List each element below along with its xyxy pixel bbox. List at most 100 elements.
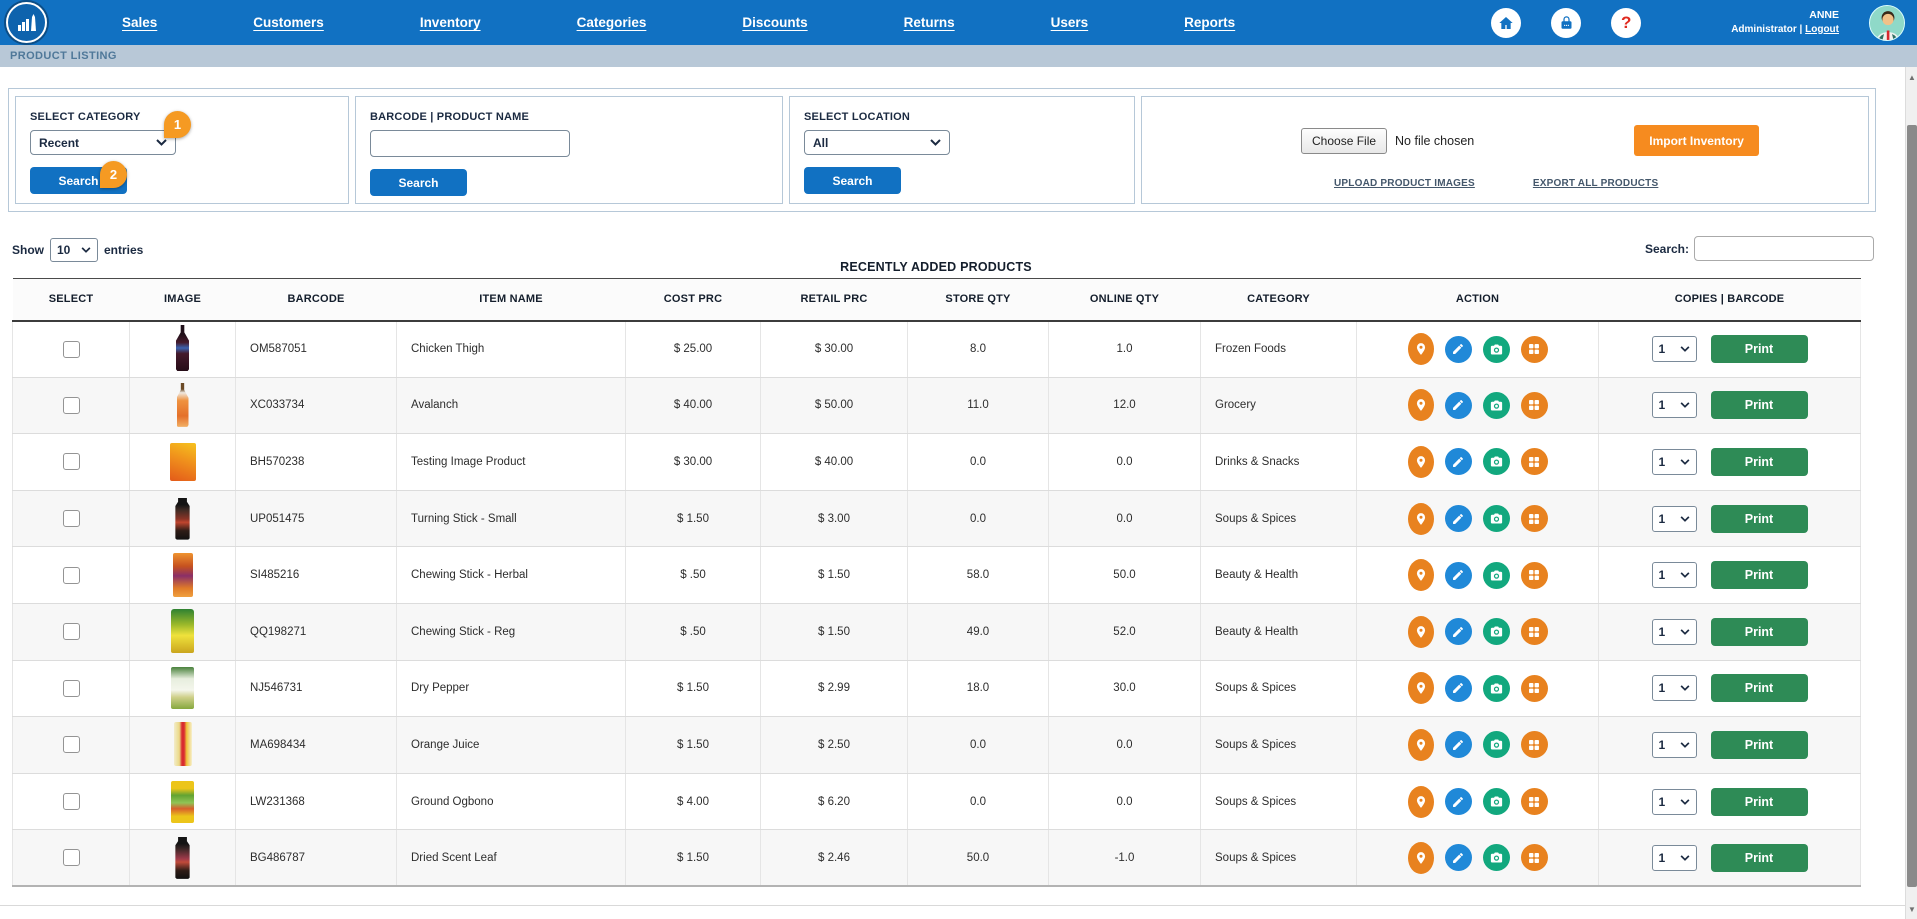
camera-icon[interactable] [1482, 448, 1510, 476]
copies-select[interactable]: 1 [1651, 505, 1697, 532]
row-select-checkbox[interactable] [62, 793, 80, 811]
user-avatar[interactable] [1869, 4, 1905, 41]
copies-select[interactable]: 1 [1651, 675, 1697, 702]
location-pin-icon[interactable] [1407, 559, 1434, 592]
nav-item-reports[interactable]: Reports [1184, 15, 1236, 30]
column-header-store-qty[interactable]: STORE QTY [907, 278, 1049, 322]
help-button[interactable]: ? [1611, 7, 1642, 38]
scrollbar-down-arrow[interactable]: ▼ [1908, 904, 1916, 914]
import-inventory-button[interactable]: Import Inventory [1634, 125, 1759, 156]
copies-select[interactable]: 1 [1651, 448, 1697, 475]
column-header-action[interactable]: ACTION [1356, 278, 1599, 322]
row-select-checkbox[interactable] [62, 396, 80, 414]
column-header-copies-barcode[interactable]: COPIES | BARCODE [1598, 278, 1861, 322]
row-select-checkbox[interactable] [62, 510, 80, 528]
category-select[interactable]: Recent [30, 130, 176, 155]
copies-select[interactable]: 1 [1651, 788, 1697, 815]
camera-icon[interactable] [1482, 391, 1510, 419]
scrollbar-thumb[interactable] [1907, 125, 1917, 887]
edit-pencil-icon[interactable] [1444, 505, 1472, 533]
column-header-select[interactable]: SELECT [12, 278, 130, 322]
home-button[interactable] [1491, 7, 1522, 38]
edit-pencil-icon[interactable] [1444, 674, 1472, 702]
choose-file-button[interactable]: Choose File [1301, 127, 1388, 154]
camera-icon[interactable] [1482, 561, 1510, 589]
barcode-grid-icon[interactable] [1520, 844, 1548, 872]
location-pin-icon[interactable] [1407, 333, 1434, 366]
vertical-scrollbar[interactable]: ▲ ▼ [1905, 67, 1917, 919]
barcode-grid-icon[interactable] [1520, 448, 1548, 476]
row-select-checkbox[interactable] [62, 679, 80, 697]
print-button[interactable]: Print [1710, 730, 1808, 759]
print-button[interactable]: Print [1710, 447, 1808, 476]
edit-pencil-icon[interactable] [1444, 788, 1472, 816]
camera-icon[interactable] [1482, 335, 1510, 363]
lock-button[interactable] [1551, 7, 1582, 38]
location-pin-icon[interactable] [1407, 841, 1434, 874]
copies-select[interactable]: 1 [1651, 618, 1697, 645]
row-select-checkbox[interactable] [62, 623, 80, 641]
barcode-grid-icon[interactable] [1520, 674, 1548, 702]
barcode-grid-icon[interactable] [1520, 335, 1548, 363]
column-header-barcode[interactable]: BARCODE [235, 278, 397, 322]
location-search-button[interactable]: Search [804, 167, 901, 194]
copies-select[interactable]: 1 [1651, 731, 1697, 758]
column-header-retail-prc[interactable]: RETAIL PRC [760, 278, 908, 322]
barcode-input[interactable] [370, 130, 570, 157]
column-header-cost-prc[interactable]: COST PRC [625, 278, 761, 322]
nav-item-inventory[interactable]: Inventory [419, 15, 481, 30]
copies-select[interactable]: 1 [1651, 562, 1697, 589]
print-button[interactable]: Print [1710, 787, 1808, 816]
table-search-input[interactable] [1694, 236, 1874, 261]
nav-item-users[interactable]: Users [1050, 15, 1089, 30]
row-select-checkbox[interactable] [62, 566, 80, 584]
barcode-grid-icon[interactable] [1520, 731, 1548, 759]
row-select-checkbox[interactable] [62, 453, 80, 471]
camera-icon[interactable] [1482, 788, 1510, 816]
barcode-grid-icon[interactable] [1520, 788, 1548, 816]
logout-link[interactable]: Logout [1805, 23, 1839, 35]
nav-item-returns[interactable]: Returns [903, 15, 955, 30]
column-header-category[interactable]: CATEGORY [1200, 278, 1357, 322]
location-pin-icon[interactable] [1407, 785, 1434, 818]
print-button[interactable]: Print [1710, 335, 1808, 364]
export-all-products-link[interactable]: EXPORT ALL PRODUCTS [1532, 178, 1659, 189]
scrollbar-up-arrow[interactable]: ▲ [1908, 72, 1916, 82]
barcode-grid-icon[interactable] [1520, 505, 1548, 533]
app-logo[interactable] [6, 2, 47, 43]
edit-pencil-icon[interactable] [1444, 391, 1472, 419]
print-button[interactable]: Print [1710, 617, 1808, 646]
edit-pencil-icon[interactable] [1444, 844, 1472, 872]
location-pin-icon[interactable] [1407, 502, 1434, 535]
camera-icon[interactable] [1482, 674, 1510, 702]
column-header-online-qty[interactable]: ONLINE QTY [1048, 278, 1201, 322]
upload-product-images-link[interactable]: UPLOAD PRODUCT IMAGES [1334, 178, 1475, 189]
copies-select[interactable]: 1 [1651, 336, 1697, 363]
page-size-select[interactable]: 10 [50, 238, 98, 262]
location-pin-icon[interactable] [1407, 389, 1434, 422]
column-header-item-name[interactable]: ITEM NAME [396, 278, 626, 322]
camera-icon[interactable] [1482, 618, 1510, 646]
copies-select[interactable]: 1 [1651, 392, 1697, 419]
print-button[interactable]: Print [1710, 391, 1808, 420]
nav-item-customers[interactable]: Customers [253, 15, 324, 30]
nav-item-discounts[interactable]: Discounts [742, 15, 808, 30]
location-pin-icon[interactable] [1407, 615, 1434, 648]
camera-icon[interactable] [1482, 731, 1510, 759]
edit-pencil-icon[interactable] [1444, 448, 1472, 476]
location-select[interactable]: All [804, 130, 950, 155]
print-button[interactable]: Print [1710, 504, 1808, 533]
nav-item-categories[interactable]: Categories [576, 15, 647, 30]
row-select-checkbox[interactable] [62, 849, 80, 867]
copies-select[interactable]: 1 [1651, 844, 1697, 871]
location-pin-icon[interactable] [1407, 672, 1434, 705]
print-button[interactable]: Print [1710, 674, 1808, 703]
edit-pencil-icon[interactable] [1444, 731, 1472, 759]
row-select-checkbox[interactable] [62, 736, 80, 754]
location-pin-icon[interactable] [1407, 445, 1434, 478]
camera-icon[interactable] [1482, 505, 1510, 533]
location-pin-icon[interactable] [1407, 728, 1434, 761]
edit-pencil-icon[interactable] [1444, 618, 1472, 646]
nav-item-sales[interactable]: Sales [122, 15, 158, 30]
print-button[interactable]: Print [1710, 561, 1808, 590]
